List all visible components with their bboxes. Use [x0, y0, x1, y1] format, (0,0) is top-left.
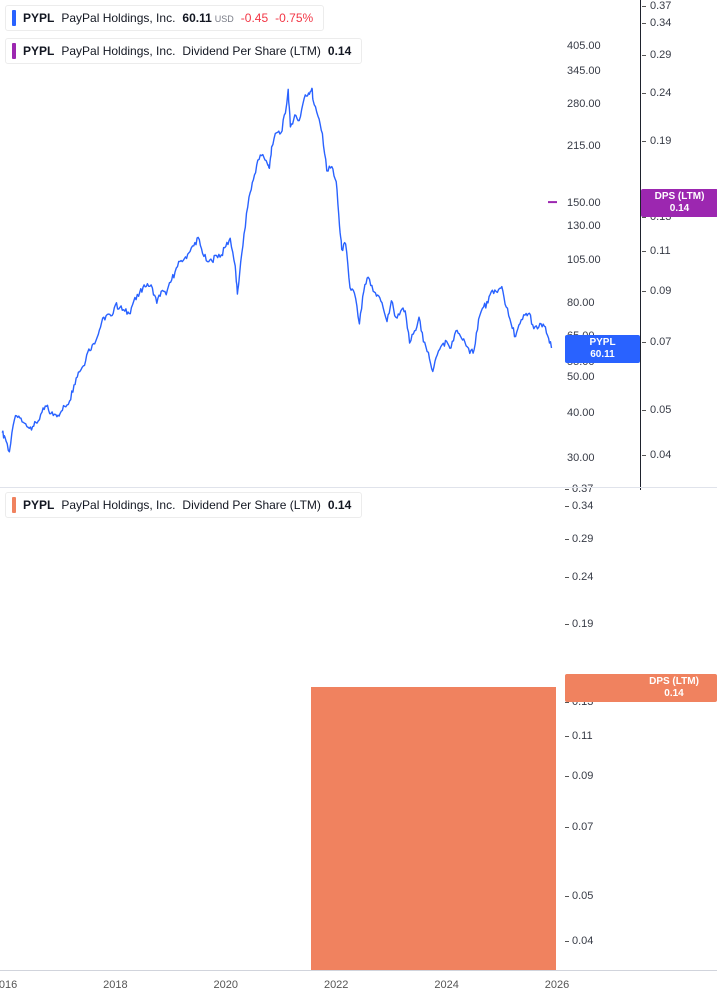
dps-scale-tick [565, 538, 569, 540]
time-axis-label: 2022 [323, 979, 349, 991]
dps-scale-tick [642, 140, 646, 142]
time-axis-label: 2016 [0, 979, 18, 991]
dps-scale-label: 0.24 [572, 571, 594, 583]
badge-value: 60.11 [590, 349, 615, 360]
price-scale-label: 80.00 [567, 296, 595, 309]
dps-value-badge-top: DPS (LTM) 0.14 [641, 189, 717, 218]
dps-scale-tick [642, 342, 646, 343]
dps-scale-tick [565, 941, 569, 943]
dps-scale-tick [642, 291, 646, 293]
price-series-color-bar [12, 10, 16, 26]
price-scale-label: 280.00 [567, 98, 601, 111]
legend-indicator-name: Dividend Per Share (LTM) [182, 44, 321, 58]
legend-last-price: 60.11 [182, 11, 212, 25]
dps-scale-tick [642, 409, 646, 411]
dps-scale-tick [565, 776, 569, 778]
legend-symbol: PYPL [23, 498, 55, 512]
dps-scale-label: 0.04 [650, 449, 672, 461]
dps-scale-tick [642, 6, 646, 7]
price-scale[interactable]: PYPL 60.11 405.00 345.00 280.00 215.00 150.0… [565, 0, 640, 487]
legend-change: -0.45 [240, 11, 269, 25]
price-scale-label: 30.00 [567, 452, 595, 464]
dps-scale-label: 0.07 [650, 336, 672, 348]
dps-scale-tick [565, 827, 569, 829]
badge-label: DPS (LTM) [649, 675, 699, 687]
legend-indicator-name: Dividend Per Share (LTM) [182, 498, 321, 512]
price-scale-label: 50.00 [567, 371, 595, 384]
dps-scale-label: 0.24 [650, 87, 672, 100]
dps-scale-label: 0.34 [650, 17, 672, 30]
dps-scale-bottom[interactable]: DPS (LTM) 0.14 0.37 0.34 0.29 0.24 0.19 0.13 0… [565, 483, 717, 970]
legend-currency: USD [214, 14, 234, 24]
price-scale-label: 150.00 [567, 197, 601, 210]
badge-label: DPS (LTM) [654, 191, 705, 203]
dps-scale-tick [642, 455, 646, 456]
badge-symbol: PYPL [589, 337, 616, 348]
legend-change-pct: -0.75% [275, 11, 314, 25]
dps-value-badge-bottom: DPS (LTM) 0.14 [565, 673, 717, 702]
dps-scale-label: 0.04 [572, 935, 594, 948]
price-scale-label: 130.00 [567, 219, 601, 232]
dps-scale-label: 0.07 [572, 821, 594, 834]
dps-scale-tick [642, 217, 646, 219]
dps-scale-tick [642, 250, 646, 252]
time-axis-label: 2026 [544, 979, 570, 991]
legend-company-name: PayPal Holdings, Inc. [61, 11, 176, 25]
time-axis-label: 2020 [213, 979, 239, 991]
dps-scale-top[interactable]: DPS (LTM) 0.14 0.37 0.34 0.29 0.24 0.19 0.13 0… [640, 0, 717, 490]
price-pane[interactable]: PYPL PayPal Holdings, Inc. 60.11 USD -0.… [0, 0, 565, 487]
dps-scale-label: 0.37 [650, 0, 672, 12]
dps-pane[interactable]: PYPL PayPal Holdings, Inc. Dividend Per … [0, 487, 565, 970]
dps-scale-label: 0.29 [572, 532, 594, 545]
price-scale-label: 105.00 [567, 253, 601, 266]
price-scale-label: 215.00 [567, 140, 601, 153]
dps-area-fill [310, 686, 556, 970]
price-last-value-badge: PYPL 60.11 [565, 335, 640, 363]
legend-company-name: PayPal Holdings, Inc. [61, 498, 176, 512]
time-axis[interactable]: 2016 2018 2020 2022 2024 2026 [0, 970, 717, 1005]
price-scale-label: 405.00 [567, 40, 601, 52]
legend-symbol: PYPL [23, 44, 55, 58]
legend-dps-pane[interactable]: PYPL PayPal Holdings, Inc. Dividend Per … [5, 492, 363, 518]
dps-scale-label: 0.37 [572, 483, 594, 495]
dps-scale-tick [642, 55, 646, 57]
dps-scale-label: 0.05 [572, 889, 594, 902]
dps-scale-label: 0.05 [650, 403, 672, 416]
price-line [1, 87, 553, 453]
dps-scale-label: 0.09 [572, 770, 594, 783]
dps-scale-label: 0.19 [572, 618, 594, 631]
dps-scale-label: 0.29 [650, 49, 672, 62]
dps-scale-tick [565, 489, 569, 490]
dps-series-color-bar [12, 497, 16, 513]
dps-scale-tick [565, 701, 569, 703]
legend-company-name: PayPal Holdings, Inc. [61, 44, 176, 58]
dps-scale-tick [565, 895, 569, 897]
dps-scale-label: 0.09 [650, 285, 672, 298]
legend-symbol: PYPL [23, 11, 55, 25]
badge-value: 0.14 [664, 687, 684, 699]
legend-indicator-value: 0.14 [327, 498, 352, 512]
dps-scale-tick [565, 577, 569, 578]
legend-dps-overlay[interactable]: PYPL PayPal Holdings, Inc. Dividend Per … [5, 38, 363, 64]
dps-scale-tick [565, 735, 569, 737]
dps-scale-tick [565, 506, 569, 508]
price-scale-label: 40.00 [567, 406, 595, 419]
pane-divider[interactable] [0, 487, 717, 488]
price-scale-label: 345.00 [567, 65, 601, 78]
legend-price-series[interactable]: PYPL PayPal Holdings, Inc. 60.11 USD -0.… [5, 5, 325, 31]
dps-scale-tick [565, 624, 569, 626]
time-axis-label: 2024 [434, 979, 459, 991]
dps-scale-label: 0.19 [650, 134, 672, 147]
dps-scale-tick [642, 93, 646, 95]
dps-series-color-bar [12, 43, 16, 59]
legend-indicator-value: 0.14 [327, 44, 352, 58]
dps-scale-label: 0.34 [572, 500, 594, 513]
dps-scale-tick [642, 23, 646, 25]
dps-scale-label: 0.11 [650, 244, 671, 257]
price-line-chart [1, 87, 557, 453]
badge-value: 0.14 [669, 203, 690, 215]
time-axis-label: 2018 [103, 979, 128, 991]
dps-scale-label: 0.11 [572, 729, 593, 742]
